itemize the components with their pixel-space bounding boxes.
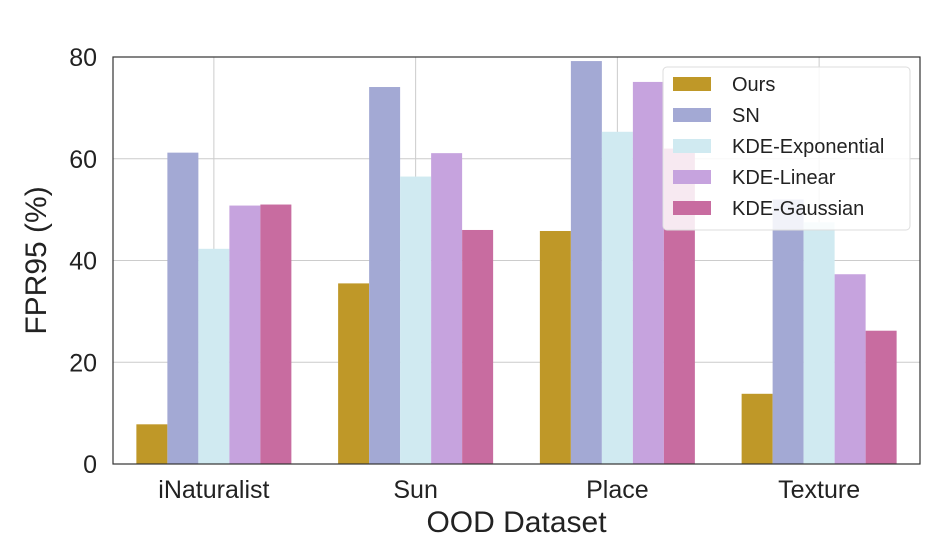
legend-label-kde-exponential: KDE-Exponential [732, 136, 884, 158]
y-tick-label: 40 [69, 248, 97, 276]
bar-kde-gaussian-inaturalist [260, 204, 292, 464]
x-tick-label: Texture [778, 476, 860, 504]
legend: Ours SN KDE-Exponential KDE-Linear KDE-Gauss… [662, 66, 911, 231]
bar-kde-exponential-texture [803, 222, 835, 464]
x-tick-label: iNaturalist [158, 476, 269, 504]
legend-swatch-ours [673, 77, 711, 91]
legend-swatch-kde-linear [673, 170, 711, 184]
legend-box [662, 66, 911, 231]
bar-ours-place [539, 230, 571, 464]
legend-label-kde-gaussian: KDE-Gaussian [732, 198, 864, 220]
bar-kde-exponential-place [601, 131, 633, 464]
bar-sn-sun [369, 87, 401, 465]
bar-sn-inaturalist [167, 152, 199, 464]
x-axis-ticks: iNaturalist Sun Place Texture [158, 476, 860, 504]
y-axis-label: FPR95 (%) [20, 186, 53, 334]
legend-label-ours: Ours [732, 74, 775, 96]
bar-kde-exponential-inaturalist [198, 248, 230, 464]
x-axis-label: OOD Dataset [426, 506, 607, 539]
y-tick-label: 20 [69, 349, 97, 377]
y-tick-label: 80 [69, 44, 97, 72]
bar-sn-place [570, 61, 602, 464]
bar-sn-texture [772, 199, 804, 464]
bar-kde-gaussian-sun [462, 229, 494, 464]
bar-kde-gaussian-texture [865, 330, 897, 464]
plot-frame [112, 56, 921, 465]
x-tick-label: Sun [393, 476, 437, 504]
bar-kde-linear-place [632, 81, 664, 465]
bars [136, 61, 897, 465]
legend-swatch-sn [673, 108, 711, 122]
y-tick-label: 0 [83, 451, 97, 479]
bar-ours-texture [741, 393, 773, 464]
legend-swatch-kde-gaussian [673, 201, 711, 215]
legend-label-sn: SN [732, 105, 760, 127]
legend-label-kde-linear: KDE-Linear [732, 167, 836, 189]
x-tick-label: Place [586, 476, 649, 504]
bar-ours-sun [338, 283, 370, 464]
bar-ours-inaturalist [136, 424, 168, 464]
y-tick-label: 60 [69, 146, 97, 174]
bar-kde-exponential-sun [400, 176, 432, 464]
bar-kde-linear-sun [431, 153, 463, 464]
y-axis-ticks: 0 20 40 60 80 [69, 44, 97, 479]
bar-kde-linear-inaturalist [229, 205, 261, 464]
bar-kde-linear-texture [834, 274, 866, 464]
legend-swatch-kde-exponential [673, 139, 711, 153]
